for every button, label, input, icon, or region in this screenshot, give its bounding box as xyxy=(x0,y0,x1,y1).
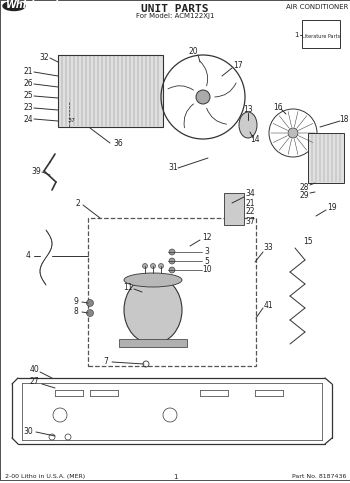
Text: UNIT PARTS: UNIT PARTS xyxy=(141,4,209,14)
Text: 34: 34 xyxy=(245,188,255,198)
Text: 16: 16 xyxy=(273,102,283,112)
Circle shape xyxy=(86,310,93,316)
FancyArrowPatch shape xyxy=(206,108,226,124)
Text: 31: 31 xyxy=(168,164,178,172)
Text: 29: 29 xyxy=(299,190,309,199)
Ellipse shape xyxy=(124,276,182,344)
Text: 3: 3 xyxy=(204,247,209,256)
Circle shape xyxy=(169,267,175,273)
Text: 24: 24 xyxy=(23,114,33,124)
Text: 41: 41 xyxy=(263,300,273,310)
Text: 5: 5 xyxy=(204,256,209,266)
Circle shape xyxy=(142,264,147,269)
Text: 14: 14 xyxy=(250,136,260,144)
Text: Part No. 8187436: Part No. 8187436 xyxy=(292,474,346,479)
Bar xyxy=(302,20,340,48)
Text: 23: 23 xyxy=(23,103,33,113)
Bar xyxy=(88,218,256,366)
Text: 17: 17 xyxy=(233,61,243,71)
Circle shape xyxy=(169,249,175,255)
Bar xyxy=(119,339,187,347)
Text: 18: 18 xyxy=(339,115,349,125)
Bar xyxy=(58,55,163,127)
Text: Whirlpool: Whirlpool xyxy=(6,0,59,10)
Circle shape xyxy=(288,128,298,138)
Circle shape xyxy=(159,264,163,269)
Text: 13: 13 xyxy=(243,105,253,114)
Text: 9: 9 xyxy=(74,298,78,307)
Ellipse shape xyxy=(124,273,182,287)
Text: 37: 37 xyxy=(245,216,255,226)
Circle shape xyxy=(86,299,93,307)
Text: 33: 33 xyxy=(263,243,273,253)
Text: 4: 4 xyxy=(26,252,30,260)
Text: 15: 15 xyxy=(303,238,313,246)
Text: 1: 1 xyxy=(173,474,177,480)
Ellipse shape xyxy=(239,112,257,138)
Text: 21: 21 xyxy=(23,68,33,76)
Text: 10: 10 xyxy=(202,266,212,274)
Text: 2: 2 xyxy=(76,199,80,208)
Text: 37: 37 xyxy=(68,117,76,123)
Bar xyxy=(308,133,344,183)
Text: For Model: ACM122XJ1: For Model: ACM122XJ1 xyxy=(136,13,214,19)
Text: 28: 28 xyxy=(299,183,309,191)
FancyArrowPatch shape xyxy=(168,85,194,90)
Text: 21: 21 xyxy=(245,199,255,208)
Text: 19: 19 xyxy=(327,202,337,212)
Text: Literature Parts: Literature Parts xyxy=(302,34,340,40)
Text: 22: 22 xyxy=(245,208,255,216)
Text: AIR CONDITIONER: AIR CONDITIONER xyxy=(286,4,348,10)
Text: 30: 30 xyxy=(23,427,33,437)
Text: 8: 8 xyxy=(74,308,78,316)
Text: 7: 7 xyxy=(104,357,108,367)
Text: 11: 11 xyxy=(123,284,133,293)
Circle shape xyxy=(196,90,210,104)
Text: 25: 25 xyxy=(23,91,33,100)
FancyArrowPatch shape xyxy=(184,104,194,128)
Text: 36: 36 xyxy=(113,139,123,147)
Text: 39: 39 xyxy=(31,168,41,176)
Text: 27: 27 xyxy=(29,377,39,385)
Text: 2-00 Litho in U.S.A. (MER): 2-00 Litho in U.S.A. (MER) xyxy=(5,474,85,479)
Text: 20: 20 xyxy=(188,47,198,57)
Text: 26: 26 xyxy=(23,80,33,88)
Text: 32: 32 xyxy=(39,54,49,62)
Text: 1: 1 xyxy=(294,32,299,38)
Ellipse shape xyxy=(3,1,25,11)
FancyArrowPatch shape xyxy=(215,83,236,97)
Bar xyxy=(224,193,244,225)
FancyArrowPatch shape xyxy=(200,61,208,86)
Circle shape xyxy=(150,264,155,269)
Text: 40: 40 xyxy=(29,366,39,374)
Circle shape xyxy=(169,258,175,264)
Text: 12: 12 xyxy=(202,233,212,242)
